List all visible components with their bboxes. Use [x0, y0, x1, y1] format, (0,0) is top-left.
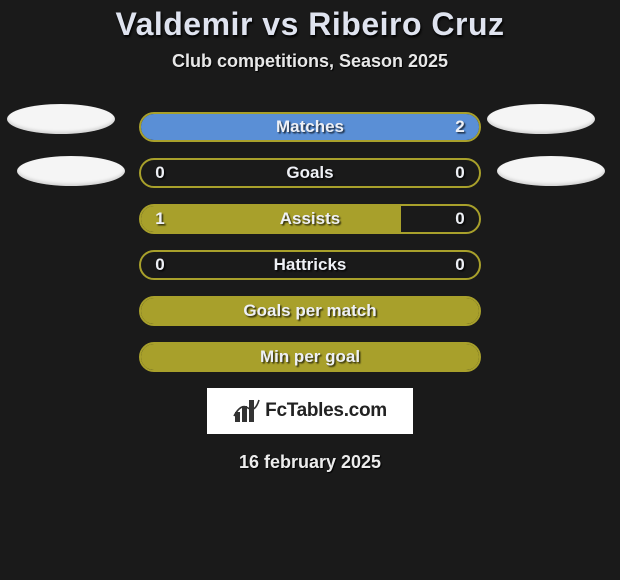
comparison-chart: 2Matches00Goals10Assists00HattricksGoals… — [0, 112, 620, 372]
stat-value-left: 0 — [145, 252, 175, 278]
logo-chart-icon — [233, 398, 261, 424]
stat-fill-left — [141, 344, 479, 370]
placeholder-ellipse — [497, 156, 605, 186]
stat-row: 2Matches — [139, 112, 481, 142]
page-title: Valdemir vs Ribeiro Cruz — [0, 6, 620, 43]
placeholder-ellipse — [7, 104, 115, 134]
stat-value-left: 0 — [145, 160, 175, 186]
stat-row: 10Assists — [139, 204, 481, 234]
stat-fill-right — [141, 114, 479, 140]
stat-value-right: 0 — [445, 206, 475, 232]
footer-date: 16 february 2025 — [0, 452, 620, 473]
stat-label: Goals — [141, 160, 479, 186]
stat-value-right: 0 — [445, 160, 475, 186]
stat-row: 0 0Goals — [139, 158, 481, 188]
stat-label: Hattricks — [141, 252, 479, 278]
placeholder-ellipse — [487, 104, 595, 134]
stat-value-right: 0 — [445, 252, 475, 278]
fctables-logo[interactable]: FcTables.com — [207, 388, 413, 434]
comparison-widget: Valdemir vs Ribeiro Cruz Club competitio… — [0, 0, 620, 473]
stat-row: Min per goal — [139, 342, 481, 372]
logo-text: FcTables.com — [265, 400, 387, 422]
stat-fill-left — [141, 206, 401, 232]
stat-row: Goals per match — [139, 296, 481, 326]
page-subtitle: Club competitions, Season 2025 — [0, 51, 620, 72]
stat-rows: 2Matches00Goals10Assists00HattricksGoals… — [139, 112, 481, 372]
stat-fill-left — [141, 298, 479, 324]
stat-row: 0 0Hattricks — [139, 250, 481, 280]
placeholder-ellipse — [17, 156, 125, 186]
